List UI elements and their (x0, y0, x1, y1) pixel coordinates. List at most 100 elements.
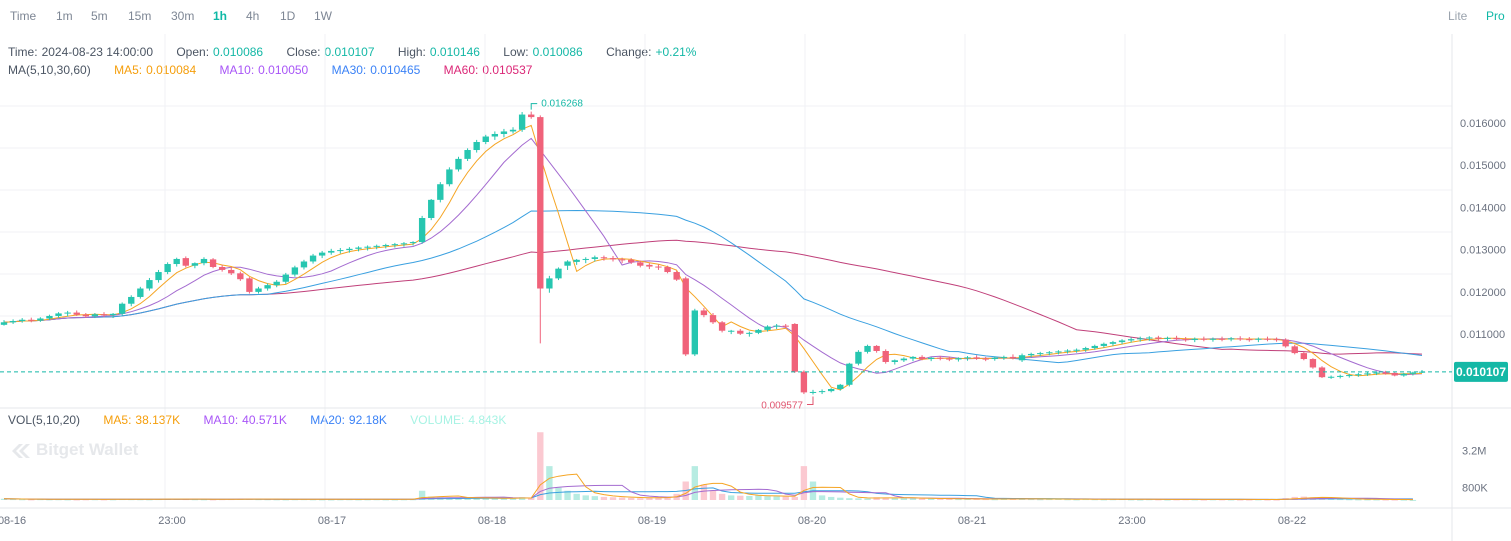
volume-bar (509, 498, 517, 500)
candle-body (827, 389, 835, 392)
volume-bar (273, 499, 280, 501)
volume-bar (82, 499, 89, 501)
tf-30m[interactable]: 30m (171, 9, 195, 23)
vol-ma10-line (3, 484, 1413, 501)
candle-body (1182, 339, 1189, 341)
volume-bar (573, 493, 580, 500)
candle-body (809, 391, 817, 393)
candle-body (1009, 356, 1017, 359)
volume-bar (664, 496, 671, 500)
volume-bar (927, 498, 935, 500)
vol-legend: VOL(5,10,20) MA5: 38.137K MA10: 40.571K MA… (8, 413, 510, 427)
ma-title: MA(5,10,30,60) (8, 63, 91, 77)
mode-pro-button[interactable]: Pro (1486, 9, 1505, 23)
candle-body (128, 296, 135, 304)
candle-body (209, 259, 217, 267)
volume-bar (9, 499, 17, 501)
volume-bar (937, 498, 944, 500)
time-tick-label: 08-20 (798, 515, 826, 527)
volume-bar (318, 499, 326, 501)
candle-body (300, 261, 308, 268)
candle-body (118, 303, 126, 314)
volume-bar (746, 495, 753, 500)
volume-bar (364, 499, 371, 501)
tf-1h[interactable]: 1h (213, 9, 228, 23)
candle-body (418, 218, 426, 243)
volume-bar (473, 497, 480, 500)
candle-body (100, 314, 108, 316)
tf-15m[interactable]: 15m (128, 9, 152, 23)
volume-bar (946, 498, 953, 500)
volume-bar (282, 499, 289, 501)
candle-body (973, 357, 980, 359)
volume-bar (991, 499, 998, 501)
volume-bar (1346, 499, 1353, 501)
candle-body (1255, 338, 1262, 340)
volume-bar (718, 493, 726, 500)
tf-1w[interactable]: 1W (314, 9, 332, 23)
candle-body (137, 288, 144, 297)
ma5-label: MA5: (114, 63, 143, 77)
volume-bar (1400, 499, 1408, 501)
candle-body (1355, 374, 1362, 376)
candle-body (937, 357, 944, 359)
volume-bar (891, 497, 898, 500)
volume-bar (900, 498, 908, 500)
tf-1m[interactable]: 1m (56, 9, 73, 23)
tf-time[interactable]: Time (10, 9, 37, 23)
candle-body (1091, 345, 1098, 349)
candle-body (91, 314, 99, 317)
ma-legend: MA(5,10,30,60) MA5: 0.010084 MA10: 0.01005… (8, 63, 536, 77)
candle-body (1337, 375, 1344, 377)
vol-ma10-label: MA10: (203, 413, 239, 427)
volume-bar (827, 496, 835, 500)
change-value: +0.21% (655, 45, 697, 59)
volume-bar (1355, 499, 1362, 501)
candle-body (509, 129, 517, 132)
candle-body (546, 278, 553, 289)
candle-body (1391, 372, 1398, 376)
volume-value: 4.843K (468, 413, 507, 427)
mode-lite-button[interactable]: Lite (1448, 9, 1468, 23)
candle-body (1046, 352, 1053, 354)
volume-bar (837, 497, 844, 500)
candle-body (518, 114, 526, 130)
vol-ma10-value: 40.571K (242, 413, 287, 427)
timeframe-toolbar: Time 1m 5m 15m 30m 1h 4h 1D 1W Lite Pro (0, 0, 1511, 34)
candle-body (964, 357, 971, 359)
candle-body (837, 384, 844, 389)
volume-bar (464, 498, 471, 500)
tf-1d[interactable]: 1D (280, 9, 296, 23)
candle-body (391, 244, 399, 246)
vol-ma20-value: 92.18K (348, 413, 387, 427)
candle-body (628, 259, 635, 263)
volume-bar (528, 497, 535, 500)
candle-body (446, 169, 453, 185)
candle-body (191, 263, 199, 266)
candle-body (18, 319, 26, 322)
volume-bar (882, 497, 889, 500)
volume-bar (700, 484, 708, 500)
candle-body (682, 278, 689, 355)
tf-5m[interactable]: 5m (91, 9, 108, 23)
candle-body (382, 245, 389, 247)
tf-4h[interactable]: 4h (246, 9, 260, 23)
candle-body (582, 258, 589, 260)
volume-bar (800, 466, 808, 500)
volume-bar (555, 487, 562, 500)
volume-bar (737, 495, 744, 500)
candle-body (537, 117, 544, 289)
candle-body (1327, 376, 1335, 378)
candle-body (1227, 338, 1235, 340)
candle-body (437, 184, 444, 200)
candles (0, 111, 1426, 395)
candle-body (1127, 339, 1135, 341)
candle-body (1309, 359, 1317, 368)
candle-body (746, 332, 753, 334)
candle-body (800, 371, 808, 393)
candle-body (791, 323, 798, 372)
volume-bar (955, 499, 962, 501)
volume-bar (873, 497, 880, 500)
volume-label: VOLUME: (410, 413, 465, 427)
